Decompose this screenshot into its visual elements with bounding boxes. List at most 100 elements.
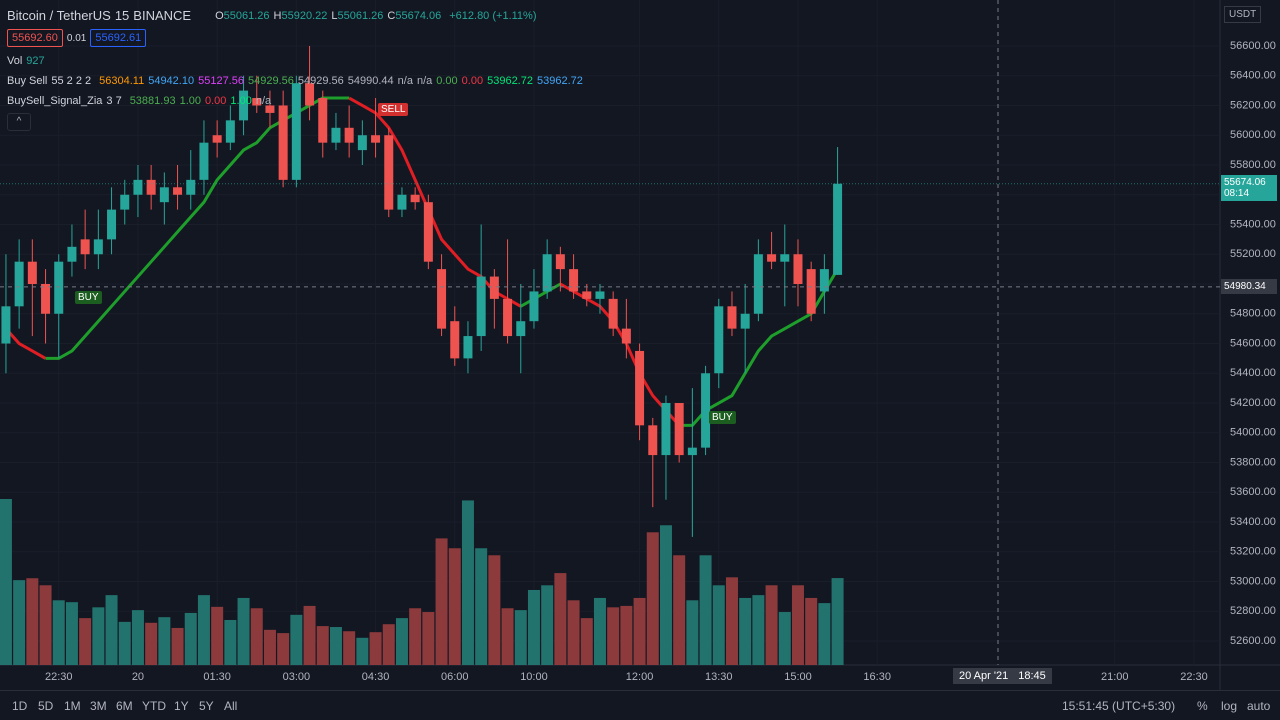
x-tick-label: 01:30 <box>203 671 231 683</box>
candle-body <box>27 261 37 285</box>
vol-row: Vol 927 <box>7 55 45 67</box>
volume-bar <box>620 605 633 665</box>
volume-bar <box>409 608 422 665</box>
volume-bar <box>673 555 686 665</box>
indicator-value: 54942.10 <box>148 75 195 87</box>
volume-bar <box>118 621 131 665</box>
candle-body <box>621 328 631 344</box>
candle-body <box>265 105 275 113</box>
y-tick-label: 56200.00 <box>1230 99 1276 111</box>
candle-body <box>225 120 235 143</box>
y-tick-label: 53200.00 <box>1230 546 1276 558</box>
x-tick-label: 13:30 <box>705 671 733 683</box>
candle-body <box>371 135 381 143</box>
candle-body <box>212 135 222 143</box>
candle-body <box>806 269 816 314</box>
volume-bar <box>541 585 554 665</box>
candle-body <box>819 269 829 292</box>
candle-body <box>146 179 156 195</box>
interval[interactable]: 15 <box>114 8 130 23</box>
scale-option[interactable]: auto <box>1247 699 1271 713</box>
volume-bar <box>0 499 12 665</box>
range-button[interactable]: 1Y <box>174 699 189 713</box>
volume-bar <box>567 600 580 665</box>
ohlc-label: H <box>273 9 282 22</box>
volume-bar <box>263 629 276 665</box>
scale-option[interactable]: log <box>1221 699 1238 713</box>
signal-line <box>4 327 47 360</box>
x-tick-label: 22:30 <box>45 671 73 683</box>
currency[interactable]: USDT <box>1224 6 1262 23</box>
range-button[interactable]: 1D <box>12 699 28 713</box>
y-tick-label: 56000.00 <box>1230 129 1276 141</box>
volume-bar <box>686 600 699 665</box>
range-button[interactable]: 5Y <box>199 699 214 713</box>
volume-bar <box>52 600 65 665</box>
volume-bar <box>184 612 197 665</box>
volume-bar <box>461 500 474 665</box>
volume-bar <box>290 614 303 665</box>
candle-body <box>780 254 790 262</box>
volume-bar <box>171 627 184 665</box>
indicator-value: n/a <box>255 95 272 107</box>
candle-body <box>120 194 130 210</box>
indicator-value: 54929.56 <box>247 75 294 87</box>
volume-bar <box>316 626 329 665</box>
candle-body <box>54 261 64 314</box>
candle-body <box>727 306 737 329</box>
volume-bar <box>725 577 738 665</box>
x-tick-label: 10:00 <box>520 671 548 683</box>
crosshair-clock: 18:45 <box>1018 670 1046 682</box>
volume-bar <box>237 597 250 665</box>
range-button[interactable]: 5D <box>38 699 54 713</box>
volume-bar <box>356 637 369 665</box>
collapse-button[interactable]: ^ <box>7 113 31 131</box>
volume-bar <box>831 578 844 665</box>
buy-label: BUY <box>709 411 736 424</box>
volume-bar <box>818 603 831 665</box>
symbol-row: Bitcoin / TetherUS 15 BINANCE O 55061.26 H… <box>7 8 536 23</box>
ask[interactable]: 55692.61 <box>90 29 147 47</box>
ohlc: O 55061.26 H 55920.22 L 55061.26 C 55674.06 <box>215 10 445 22</box>
range-button[interactable]: 1M <box>64 699 81 713</box>
x-tick-label: 04:30 <box>362 671 390 683</box>
range-button[interactable]: YTD <box>142 699 166 713</box>
crosshair-time: 20 Apr '21 18:45 <box>953 668 1052 684</box>
symbol[interactable]: Bitcoin / TetherUS <box>7 8 111 23</box>
last-price: 55674.06 <box>1224 176 1266 188</box>
range-button[interactable]: All <box>224 699 238 713</box>
range-button[interactable]: 6M <box>116 699 133 713</box>
volume-bar <box>475 548 488 665</box>
candle-body <box>278 105 288 180</box>
volume-bar <box>13 580 26 665</box>
volume-bar <box>659 525 672 665</box>
scale-option[interactable]: % <box>1197 699 1208 713</box>
indicator-value: 0.00 <box>205 95 227 107</box>
range-button[interactable]: 3M <box>90 699 107 713</box>
indicator-value: 55127.56 <box>198 75 244 87</box>
ohlc-value: 55920.22 <box>281 9 328 22</box>
y-tick-label: 52800.00 <box>1230 605 1276 617</box>
ohlc-label: O <box>215 9 224 22</box>
indicator-value: 53962.72 <box>536 75 583 87</box>
volume-bar <box>791 585 804 665</box>
bid[interactable]: 55692.60 <box>7 29 63 47</box>
ohlc-value: 55061.26 <box>337 9 384 22</box>
ohlc-label: L <box>331 9 338 22</box>
volume-bar <box>395 618 408 665</box>
volume-bar <box>448 548 461 665</box>
last-price-label: 55674.06 08:14 <box>1221 174 1277 201</box>
candle-body <box>740 313 750 329</box>
price-axis <box>1220 0 1280 690</box>
candle-body <box>489 276 499 299</box>
volume-bar <box>778 612 791 665</box>
volume-bar <box>250 608 263 665</box>
indicator-params: 3 7 <box>106 95 122 107</box>
candle-body <box>476 276 486 337</box>
volume-bar <box>65 602 78 665</box>
volume-bar <box>712 585 725 665</box>
volume-bar <box>699 555 712 665</box>
clock: 15:51:45 (UTC+5:30) <box>1062 699 1176 713</box>
volume-bar <box>79 618 92 665</box>
y-tick-label: 53400.00 <box>1230 516 1276 528</box>
